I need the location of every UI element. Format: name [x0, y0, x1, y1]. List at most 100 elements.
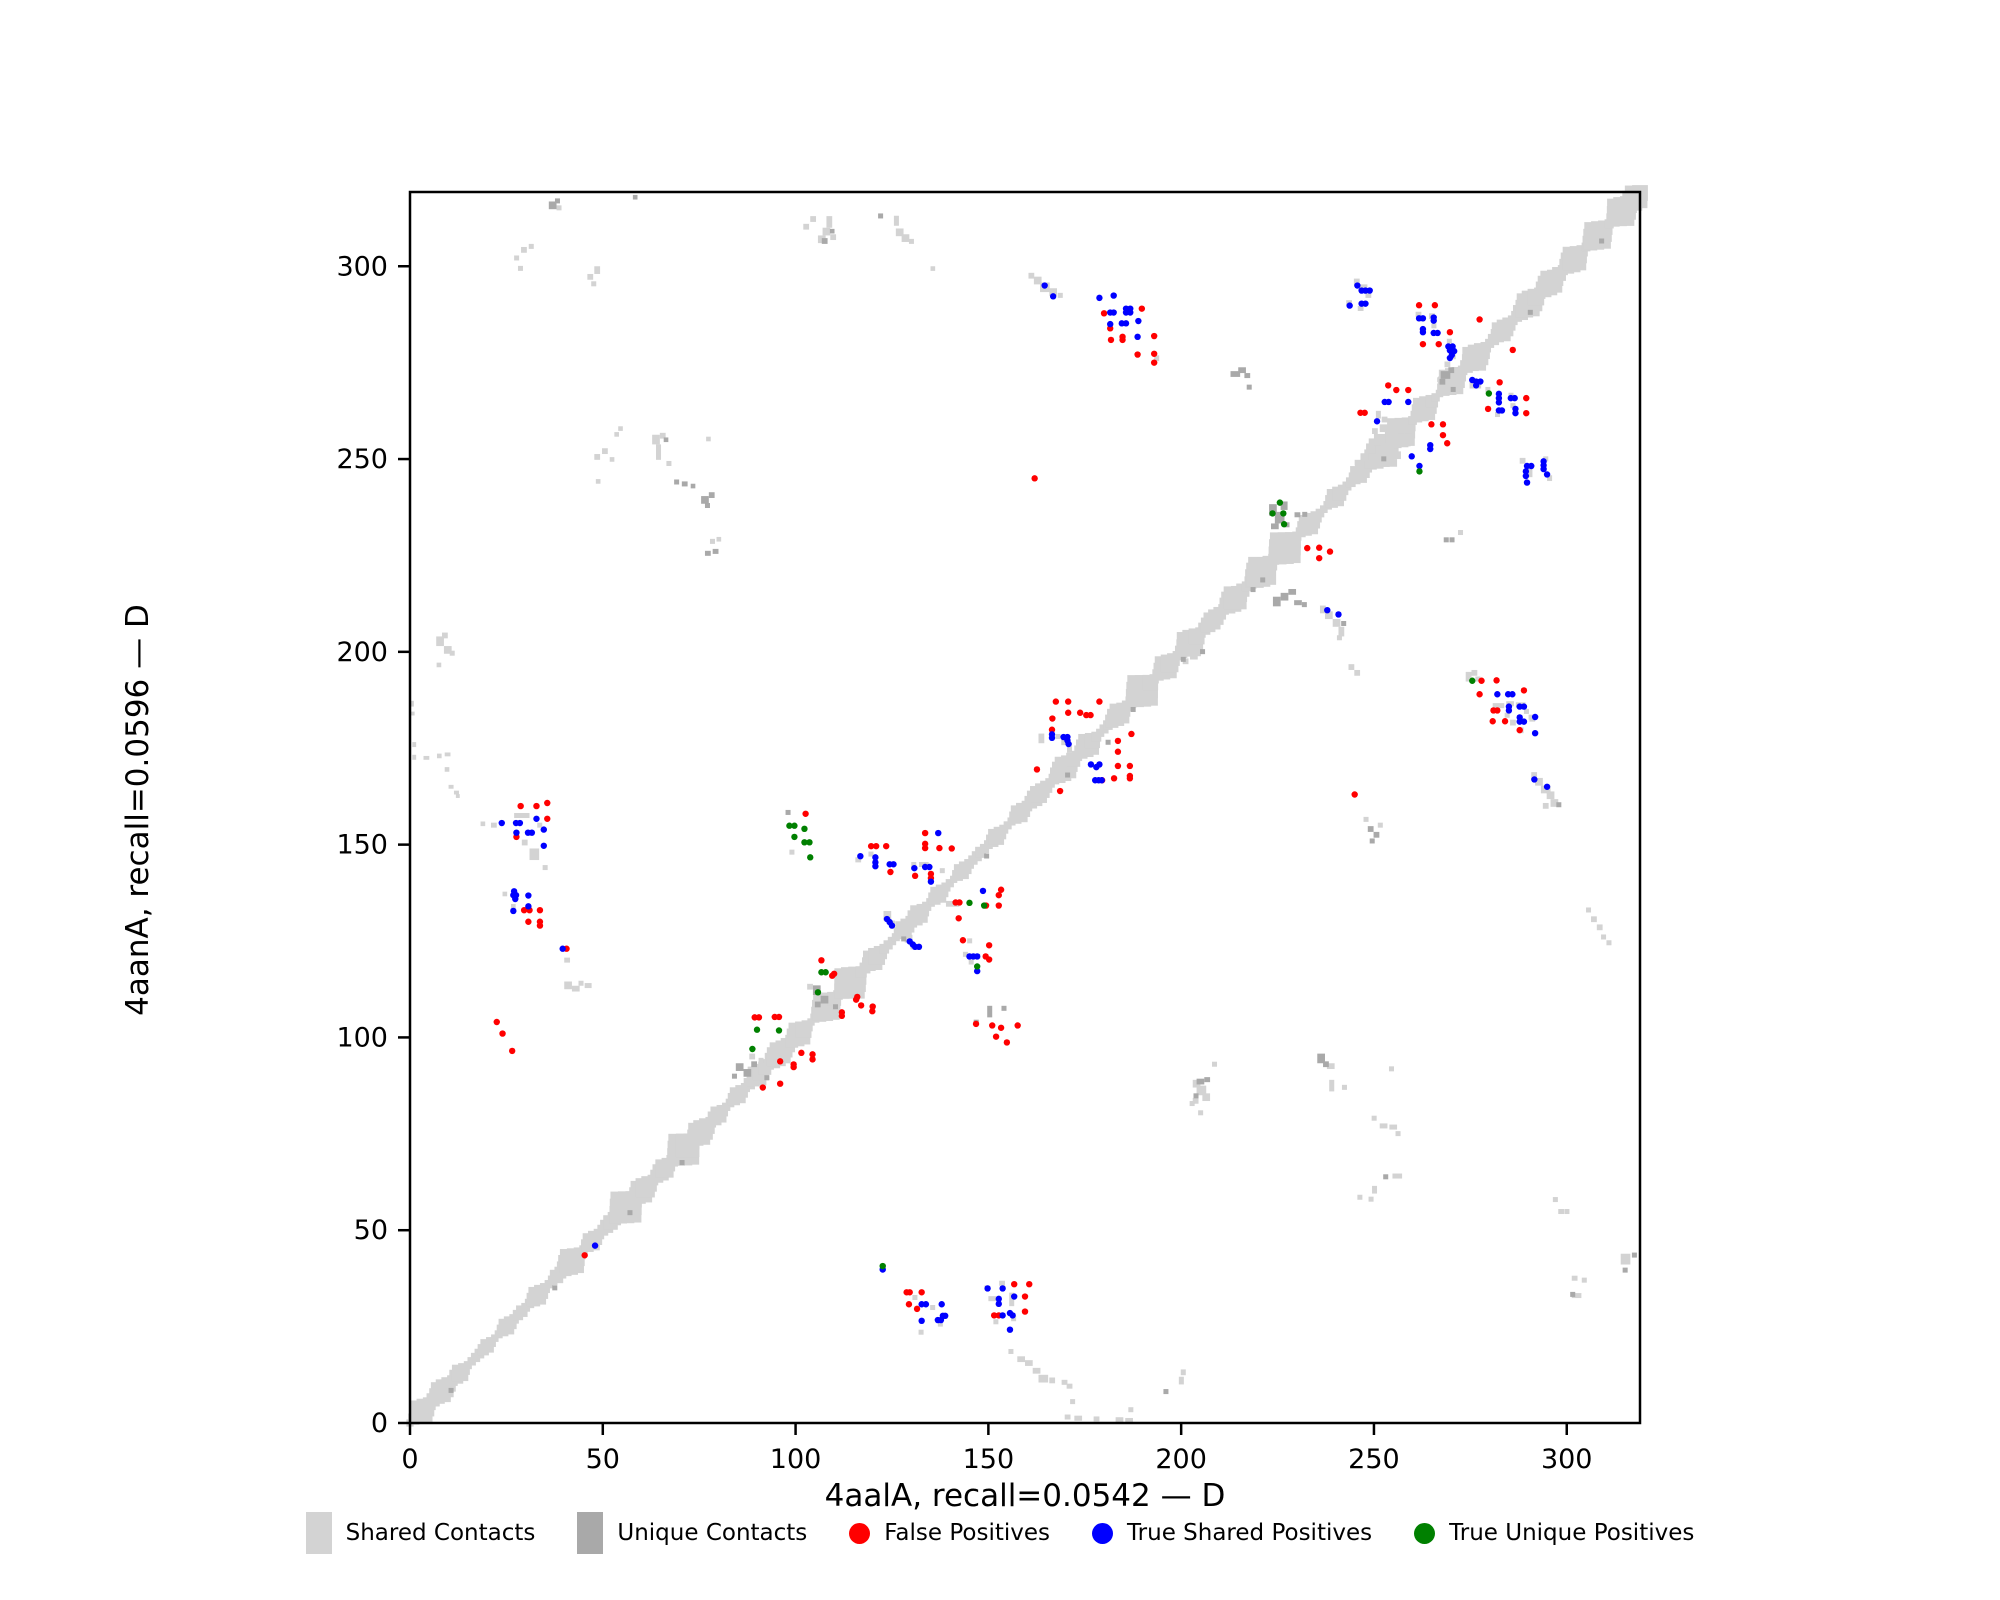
false-positive-point	[936, 844, 943, 852]
shared-contact-cell	[1212, 1061, 1218, 1067]
shared-contact-cell	[521, 839, 528, 846]
false-positive-point	[533, 802, 540, 810]
false-positive-point	[887, 868, 894, 876]
unique-contact-cell	[1260, 577, 1266, 583]
unique-contact-cell	[1244, 373, 1251, 379]
true-shared-positive-point	[1354, 282, 1361, 289]
shared-contact-cell	[1389, 459, 1398, 467]
shared-contact-cell	[1444, 361, 1451, 368]
diagonal-contact-cell	[1315, 508, 1325, 518]
false-positive-point	[1110, 775, 1118, 782]
false-positive-point	[1114, 762, 1122, 770]
false-positive-point	[1114, 748, 1122, 755]
shared-contact-cell	[1446, 338, 1452, 344]
true-shared-positive-point	[1531, 729, 1539, 737]
shared-contact-cell	[443, 646, 452, 654]
false-positive-point	[997, 1024, 1005, 1031]
true-shared-positive-point	[1373, 418, 1381, 425]
shared-contact-cell	[1038, 733, 1045, 744]
true-unique-positives-marker-icon	[1414, 1522, 1436, 1544]
true-shared-positive-point	[533, 815, 540, 822]
true-shared-positive-point	[1107, 320, 1114, 328]
shared-contact-cell	[1601, 934, 1607, 940]
shared-contact-cell	[1389, 1124, 1398, 1130]
false-positive-point	[1033, 766, 1041, 773]
shared-contact-cell	[1196, 1085, 1207, 1096]
shared-contact-cell	[618, 426, 623, 431]
false-positive-point	[1126, 762, 1134, 770]
false-positive-point	[1393, 386, 1400, 394]
false-positive-point	[992, 1033, 1000, 1040]
shared-contact-cell	[1009, 1292, 1015, 1307]
false-positive-point	[1489, 718, 1496, 725]
true-shared-positive-point	[938, 1301, 945, 1308]
false-positive-point	[1052, 698, 1060, 705]
false-positive-point	[517, 802, 524, 810]
unique-contact-cell	[1440, 371, 1451, 379]
unique-contact-cell	[785, 809, 791, 815]
unique-contact-cell	[1272, 596, 1281, 607]
true-shared-positive-point	[1110, 292, 1117, 299]
true-shared-positive-point	[512, 895, 519, 903]
false-positive-point	[798, 1049, 805, 1057]
shared-contact-cell	[442, 632, 448, 639]
shared-contact-cell	[1192, 1097, 1199, 1104]
false-positive-point	[1126, 775, 1134, 782]
false-positive-point	[525, 918, 532, 925]
false-positive-point	[544, 799, 551, 807]
false-positive-point	[1516, 726, 1523, 734]
shared-contact-cell	[749, 1053, 756, 1060]
true-shared-positive-point	[872, 854, 879, 861]
false-positive-point	[913, 1305, 921, 1313]
true-shared-positive-point	[1498, 407, 1506, 414]
unique-contact-cell	[627, 1210, 633, 1216]
shared-contact-cell	[449, 650, 455, 656]
true-shared-positive-point	[1127, 309, 1134, 316]
false-positive-point	[1096, 698, 1103, 705]
false-positive-point	[536, 922, 544, 929]
unique-contact-cell	[1065, 772, 1071, 778]
true-shared-positive-point	[1324, 606, 1331, 614]
false-positive-point	[508, 1047, 516, 1055]
shared-contact-cell	[517, 265, 523, 271]
shared-contact-cell	[1372, 428, 1378, 434]
true-shared-positive-point	[1346, 302, 1353, 309]
false-positive-point	[838, 1012, 846, 1020]
true-unique-positive-point	[980, 902, 988, 909]
shared-contact-cell	[1067, 743, 1073, 753]
unique-contact-cell	[1323, 1061, 1329, 1068]
shared-contact-cell	[1510, 403, 1516, 409]
shared-contact-cell	[490, 822, 497, 828]
false-positive-point	[1011, 1280, 1018, 1288]
false-positive-point	[1431, 302, 1439, 309]
true-shared-positive-point	[1427, 445, 1434, 453]
shared-contact-cell	[666, 460, 672, 466]
shared-contact-cell	[1606, 940, 1612, 946]
false-positive-point	[775, 1013, 783, 1021]
x-tick-label: 100	[770, 1444, 822, 1475]
unique-contact-cell	[1599, 238, 1605, 244]
unique-contact-cell	[1180, 656, 1186, 662]
false-positive-point	[1048, 726, 1056, 733]
unique-contact-cell	[1383, 1174, 1389, 1180]
true-shared-positive-point	[979, 887, 987, 895]
true-unique-positive-point	[966, 899, 973, 907]
unique-contact-cell	[548, 201, 557, 210]
x-tick-label: 0	[401, 1444, 418, 1475]
unique-contact-cell	[1317, 1053, 1325, 1064]
shared-contact-cell	[514, 813, 530, 819]
false-positive-point	[1150, 332, 1158, 340]
false-positive-point	[1419, 340, 1427, 348]
false-positive-point	[857, 1002, 865, 1009]
true-unique-positive-point	[973, 963, 981, 970]
legend-label: True Shared Positives	[1127, 1520, 1373, 1546]
unique-contact-cell	[1448, 367, 1455, 374]
shared-contact-cell	[1324, 611, 1333, 620]
false-positive-point	[867, 842, 875, 850]
shared-contact-cell	[1393, 451, 1401, 460]
false-positive-point	[1049, 715, 1056, 722]
false-positive-point	[1138, 305, 1146, 312]
shared-contact-cell	[1552, 1197, 1558, 1203]
shared-contact-cell	[1529, 715, 1536, 722]
shared-contact-cell	[789, 849, 795, 855]
